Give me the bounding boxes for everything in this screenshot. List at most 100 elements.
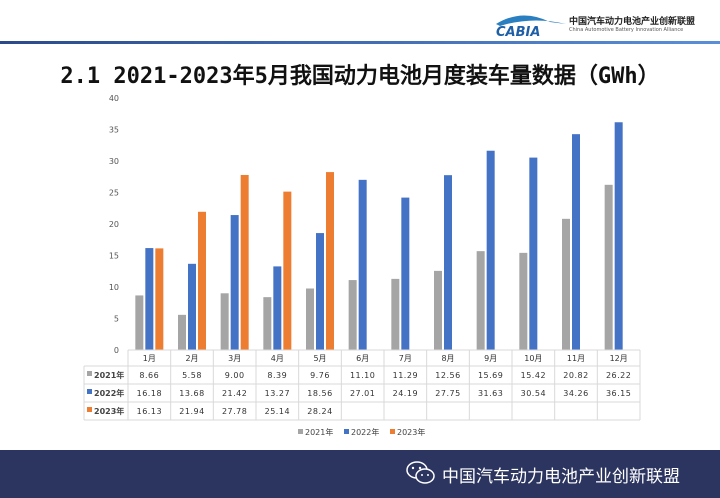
- x-tick-label: 12月: [610, 354, 628, 363]
- org-name-cn: 中国汽车动力电池产业创新联盟: [569, 17, 696, 27]
- data-cell: 9.00: [225, 371, 245, 380]
- data-cell: 16.13: [137, 407, 162, 416]
- bar-2023年-2月: [198, 211, 206, 350]
- y-tick-label: 0: [114, 346, 119, 355]
- data-cell: 11.10: [350, 371, 375, 380]
- table-row-label: 2022年: [94, 388, 124, 398]
- data-cell: 28.24: [307, 407, 332, 416]
- bar-2023年-1月: [155, 248, 164, 350]
- cabia-logo: CABIA 中国汽车动力电池产业创新联盟 China Automotive Ba…: [492, 10, 720, 40]
- bar-2021年-11月: [562, 218, 570, 350]
- data-cell: 20.82: [563, 371, 588, 380]
- data-cell: 9.76: [310, 371, 330, 380]
- data-cell: 12.56: [435, 371, 460, 380]
- data-cell: 34.26: [563, 389, 588, 398]
- x-tick-label: 11月: [567, 354, 585, 363]
- y-tick-label: 25: [109, 189, 119, 198]
- bar-2022年-10月: [529, 157, 538, 350]
- data-cell: 8.66: [139, 371, 159, 380]
- bar-2021年-8月: [434, 270, 442, 350]
- x-tick-label: 8月: [441, 354, 454, 363]
- svg-text:CABIA: CABIA: [496, 25, 540, 38]
- bar-2021年-5月: [306, 288, 314, 350]
- legend-label: 2021年: [305, 427, 333, 437]
- x-tick-label: 9月: [484, 354, 497, 363]
- y-tick-label: 20: [109, 220, 119, 229]
- bar-2022年-3月: [230, 215, 239, 350]
- data-cell: 26.22: [606, 371, 631, 380]
- bar-2022年-6月: [358, 179, 367, 350]
- data-cell: 21.42: [222, 389, 247, 398]
- legend-label: 2023年: [397, 427, 425, 437]
- cabia-car-logo-icon: CABIA: [496, 15, 566, 40]
- x-tick-label: 5月: [313, 354, 326, 363]
- legend-label: 2022年: [351, 427, 379, 437]
- table-row-label: 2023年: [94, 406, 124, 416]
- data-cell: 21.94: [179, 407, 204, 416]
- data-cell: 27.78: [222, 407, 247, 416]
- legend-key-2023年: [87, 407, 92, 412]
- data-cell: 8.39: [267, 371, 287, 380]
- bar-2021年-7月: [391, 278, 400, 350]
- bar-2022年-7月: [401, 197, 410, 350]
- bar-2021年-6月: [348, 280, 357, 350]
- legend-swatch-2022年: [344, 429, 349, 434]
- header-divider: [0, 41, 720, 44]
- bar-2021年-4月: [263, 297, 272, 350]
- y-tick-label: 40: [109, 94, 119, 103]
- bar-2021年-2月: [178, 314, 186, 350]
- footer-org-name: 中国汽车动力电池产业创新联盟: [442, 467, 680, 487]
- y-tick-label: 15: [109, 252, 119, 261]
- bar-2022年-8月: [444, 175, 452, 350]
- bar-2022年-5月: [316, 233, 324, 350]
- legend-swatch-2021年: [298, 429, 303, 434]
- y-tick-label: 30: [109, 157, 119, 166]
- x-tick-label: 1月: [143, 354, 156, 363]
- y-tick-label: 5: [114, 315, 119, 324]
- y-tick-label: 10: [109, 283, 119, 292]
- bar-2023年-3月: [240, 174, 249, 350]
- bar-2022年-11月: [572, 134, 580, 350]
- data-cell: 16.18: [137, 389, 162, 398]
- bar-2022年-4月: [273, 266, 282, 350]
- data-cell: 31.63: [478, 389, 503, 398]
- data-cell: 25.14: [265, 407, 290, 416]
- bar-2021年-10月: [519, 252, 528, 350]
- org-name-en: China Automotive Battery Innovation Alli…: [569, 27, 684, 33]
- bar-2021年-12月: [604, 184, 613, 350]
- bar-2021年-1月: [135, 295, 144, 350]
- bar-chart: 0 5 10 15 20 25 30 35 40 1月 2月 3月 4月 5月 6月 7月 8月 9月 10月 11月…: [83, 94, 641, 437]
- data-cell: 5.58: [182, 371, 202, 380]
- legend-swatch-2023年: [390, 429, 395, 434]
- bar-2021年-9月: [476, 251, 485, 350]
- bar-2022年-12月: [614, 122, 623, 350]
- x-tick-label: 4月: [271, 354, 284, 363]
- bar-2023年-4月: [283, 191, 292, 350]
- data-cell: 24.19: [393, 389, 418, 398]
- x-tick-label: 3月: [228, 354, 241, 363]
- data-cell: 15.69: [478, 371, 503, 380]
- bar-2023年-5月: [326, 172, 334, 350]
- x-tick-label: 2月: [185, 354, 198, 363]
- x-tick-label: 6月: [356, 354, 369, 363]
- bar-2022年-2月: [188, 263, 196, 350]
- table-row-label: 2021年: [94, 370, 124, 380]
- x-tick-label: 7月: [399, 354, 412, 363]
- data-cell: 13.68: [179, 389, 204, 398]
- bar-2021年-3月: [220, 293, 229, 350]
- page-title: 2.1 2021-2023年5月我国动力电池月度装车量数据（GWh）: [60, 64, 660, 89]
- footer-bar: 中国汽车动力电池产业创新联盟: [0, 450, 720, 498]
- x-tick-label: 10月: [524, 354, 542, 363]
- bar-2022年-9月: [486, 150, 495, 350]
- data-cell: 11.29: [393, 371, 418, 380]
- data-cell: 27.01: [350, 389, 375, 398]
- data-cell: 15.42: [521, 371, 546, 380]
- data-cell: 27.75: [435, 389, 460, 398]
- data-cell: 30.54: [521, 389, 546, 398]
- data-cell: 18.56: [307, 389, 332, 398]
- legend-key-2021年: [87, 371, 92, 376]
- wechat-icon: [406, 461, 435, 484]
- y-tick-label: 35: [109, 126, 119, 135]
- legend-key-2022年: [87, 389, 92, 394]
- data-cell: 36.15: [606, 389, 631, 398]
